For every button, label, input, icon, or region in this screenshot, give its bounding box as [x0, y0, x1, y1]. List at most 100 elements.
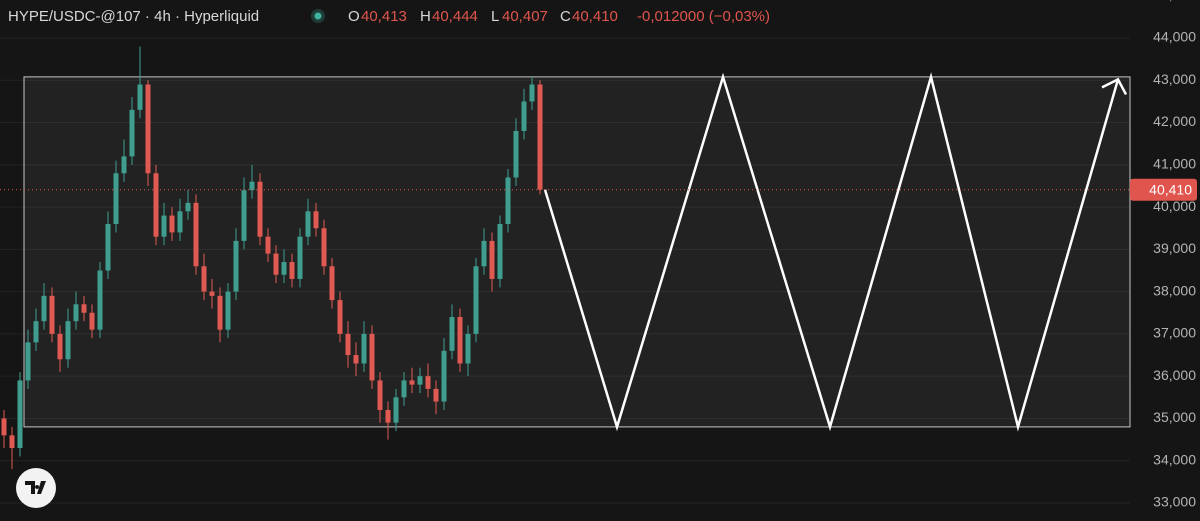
candle-body [121, 156, 127, 174]
high-value: 40,444 [432, 8, 478, 25]
last-price-box [1130, 178, 1197, 201]
projection-layer [543, 72, 1128, 432]
y-tick-label: 38,000 [1153, 282, 1196, 298]
y-tick-label: 37,000 [1153, 325, 1196, 341]
candle-body [345, 333, 351, 356]
low-key: L [491, 8, 499, 25]
candle-body [41, 295, 47, 322]
low-value: 40,407 [502, 8, 548, 25]
close-value: 40,410 [572, 8, 618, 25]
candle-body [49, 295, 55, 334]
open-value: 40,413 [361, 8, 407, 25]
candle-body [113, 173, 119, 224]
y-tick-label: 33,000 [1153, 494, 1196, 510]
candle-body [241, 190, 247, 241]
y-tick-label: 45,000 [1153, 0, 1196, 2]
candle-body [209, 291, 215, 296]
candle-body [513, 131, 519, 178]
candle-body [369, 333, 375, 381]
y-tick-label: 39,000 [1153, 240, 1196, 256]
y-tick-label: 34,000 [1153, 451, 1196, 467]
candle-body [529, 84, 535, 102]
projection-path [543, 72, 1120, 432]
candle-body [385, 409, 391, 423]
candle-body [249, 181, 255, 191]
candle-body [1, 418, 7, 436]
candle-body [361, 333, 367, 364]
candle-body [153, 173, 159, 237]
candle-body [193, 202, 199, 267]
y-tick-label: 41,000 [1153, 156, 1196, 172]
candle-body [441, 350, 447, 402]
candle-body [273, 253, 279, 275]
y-tick-label: 40,000 [1153, 198, 1196, 214]
candle-body [329, 266, 335, 301]
candle-body [97, 270, 103, 330]
candle-body [505, 177, 511, 224]
candle-body [33, 321, 39, 343]
candle-body [201, 266, 207, 292]
candle-body [185, 202, 191, 212]
candle-body [233, 240, 239, 292]
candle-body [289, 262, 295, 279]
price-axis: 33,000 34,000 35,000 36,000 37,000 38,000 39,0… [0, 0, 1197, 510]
range-box-layer [23, 76, 1131, 428]
y-tick-label: 44,000 [1153, 29, 1196, 45]
candle-body [145, 84, 151, 174]
candle-body [473, 266, 479, 334]
y-tick-label: 42,000 [1153, 113, 1196, 129]
candle-body [161, 215, 167, 237]
candle-body [497, 223, 503, 279]
candle-body [73, 304, 79, 322]
candle-body [81, 304, 87, 313]
candle-body [265, 236, 271, 254]
candle-body [129, 109, 135, 157]
candle-body [393, 397, 399, 423]
candle-body [457, 316, 463, 364]
range-box [23, 76, 1131, 428]
symbol: HYPE/USDC-@107 · 4h · Hyperliquid [8, 8, 259, 25]
candle-body [65, 321, 71, 360]
candle-body [409, 380, 415, 385]
candle-body [321, 228, 327, 267]
candles [1, 46, 543, 470]
candle-body [521, 101, 527, 132]
status-dot [314, 12, 322, 20]
candle-body [17, 380, 23, 449]
last-price-label: 40,410 [1149, 181, 1192, 197]
candle-body [177, 211, 183, 233]
change: -0,012000 (−0,03%) [637, 8, 770, 25]
high-key: H [420, 8, 431, 25]
candle-body [137, 84, 143, 110]
candle-body [297, 236, 303, 279]
projection-arrowhead [1101, 77, 1128, 96]
candle-body [257, 181, 263, 237]
open-key: O [348, 8, 360, 25]
candle-body [433, 388, 439, 402]
candle-body [225, 291, 231, 330]
candle-body [417, 376, 423, 385]
close-key: C [560, 8, 571, 25]
candle-body [353, 355, 359, 364]
candle-body [57, 333, 63, 360]
y-tick-label: 35,000 [1153, 409, 1196, 425]
candle-body [9, 435, 15, 449]
y-tick-label: 43,000 [1153, 71, 1196, 87]
candle-body [337, 300, 343, 334]
candle-body [89, 312, 95, 330]
candle-body [537, 84, 543, 190]
candle-body [489, 240, 495, 279]
tv-logo [16, 468, 56, 508]
candle-body [377, 380, 383, 410]
candle-body [105, 223, 111, 271]
candle-body [25, 342, 31, 381]
candle-body [313, 211, 319, 229]
candle-body [449, 316, 455, 351]
candle-body [401, 380, 407, 398]
candle-body [305, 211, 311, 237]
legend-header: HYPE/USDC-@107 · 4h · Hyperliquid O 40,4… [8, 8, 770, 25]
candle-body [481, 240, 487, 267]
